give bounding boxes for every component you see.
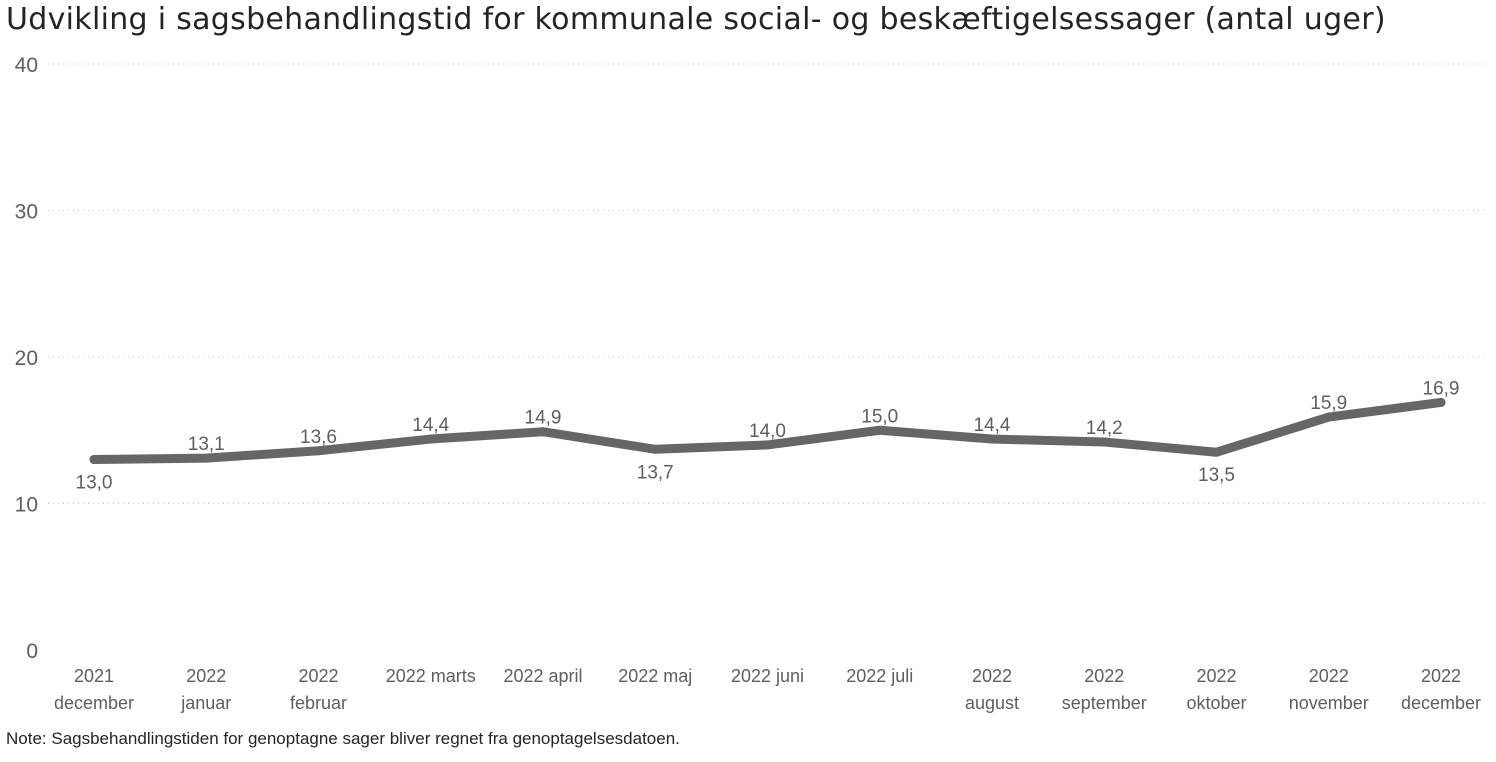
data-point	[1099, 437, 1109, 447]
x-tick-line: september	[1062, 693, 1147, 713]
data-label: 13,5	[1198, 465, 1235, 486]
x-tick-line: 2022 juni	[731, 666, 804, 686]
data-point	[650, 444, 660, 454]
data-label: 14,0	[749, 421, 786, 442]
data-point	[987, 434, 997, 444]
data-point	[426, 434, 436, 444]
x-tick-label: 2022 januar	[180, 666, 231, 713]
data-label: 13,0	[76, 473, 113, 494]
x-tick-line: februar	[290, 693, 347, 713]
x-tick-line: 2022	[972, 666, 1012, 686]
data-point	[538, 427, 548, 437]
data-label: 13,7	[637, 462, 674, 483]
x-tick-line: 2022	[1309, 666, 1349, 686]
x-tick-label: 2022 april	[503, 666, 582, 686]
x-tick-label: 2022 juli	[846, 666, 913, 686]
x-tick-line: oktober	[1186, 693, 1246, 713]
data-point	[1436, 397, 1446, 407]
data-labels: 13,0 13,1 13,6 14,4 14,9 13,7 14,0 15,0 14,4 14,2…	[76, 378, 1460, 493]
x-tick-line: december	[1401, 693, 1481, 713]
data-label: 15,0	[861, 406, 898, 427]
chart-title: Udvikling i sagsbehandlingstid for kommu…	[6, 2, 1386, 37]
x-tick-line: august	[965, 693, 1019, 713]
x-tick-line: 2022	[186, 666, 226, 686]
x-tick-line: 2022	[298, 666, 338, 686]
x-tick-line: 2021	[74, 666, 114, 686]
x-tick-line: 2022	[1421, 666, 1461, 686]
x-tick-label: 2022 august	[965, 666, 1019, 713]
data-label: 14,9	[525, 408, 562, 429]
x-tick-line: 2022	[1196, 666, 1236, 686]
y-axis-ticks: 0 10 20 30 40	[15, 54, 38, 663]
x-tick-line: januar	[180, 693, 231, 713]
x-tick-label: 2022 juni	[731, 666, 804, 686]
data-label: 16,9	[1423, 378, 1460, 399]
x-tick-line: 2022 april	[503, 666, 582, 686]
gridlines	[48, 63, 1488, 504]
data-label: 14,4	[412, 415, 449, 436]
data-label: 13,1	[188, 434, 225, 455]
data-label: 14,4	[974, 415, 1011, 436]
x-tick-label: 2022 november	[1289, 666, 1369, 713]
line-chart: 0 10 20 30 40 2021 december 2022 januar 2022 febr…	[15, 54, 1488, 713]
x-tick-line: 2022	[1084, 666, 1124, 686]
x-tick-label: 2022 marts	[386, 666, 476, 686]
x-tick-label: 2022 september	[1062, 666, 1147, 713]
x-tick-line: november	[1289, 693, 1369, 713]
x-tick-line: 2022 juli	[846, 666, 913, 686]
data-label: 13,6	[300, 427, 337, 448]
data-point	[314, 446, 323, 456]
x-tick-label: 2022 oktober	[1186, 666, 1246, 713]
x-axis-ticks: 2021 december 2022 januar 2022 februar 2022 ma…	[54, 666, 1481, 713]
data-point	[89, 455, 99, 465]
data-point	[1324, 412, 1334, 422]
x-tick-label: 2021 december	[54, 666, 134, 713]
x-tick-line: 2022 maj	[618, 666, 692, 686]
y-tick-label: 30	[15, 201, 38, 224]
x-tick-line: 2022 marts	[386, 666, 476, 686]
x-tick-label: 2022 maj	[618, 666, 692, 686]
data-label: 14,2	[1086, 418, 1123, 439]
x-tick-label: 2022 februar	[290, 666, 347, 713]
footnote: Note: Sagsbehandlingstiden for genoptagn…	[6, 729, 680, 748]
y-tick-label: 40	[15, 54, 38, 77]
data-point	[763, 440, 772, 450]
data-point	[1212, 447, 1221, 457]
x-tick-label: 2022 december	[1401, 666, 1481, 713]
data-points	[89, 397, 1446, 465]
x-tick-line: december	[54, 693, 134, 713]
y-tick-label: 10	[15, 494, 38, 517]
data-point	[875, 425, 885, 435]
data-label: 15,9	[1310, 393, 1347, 414]
y-tick-label: 20	[15, 347, 38, 370]
data-point	[201, 453, 211, 463]
y-tick-label: 0	[26, 640, 38, 663]
